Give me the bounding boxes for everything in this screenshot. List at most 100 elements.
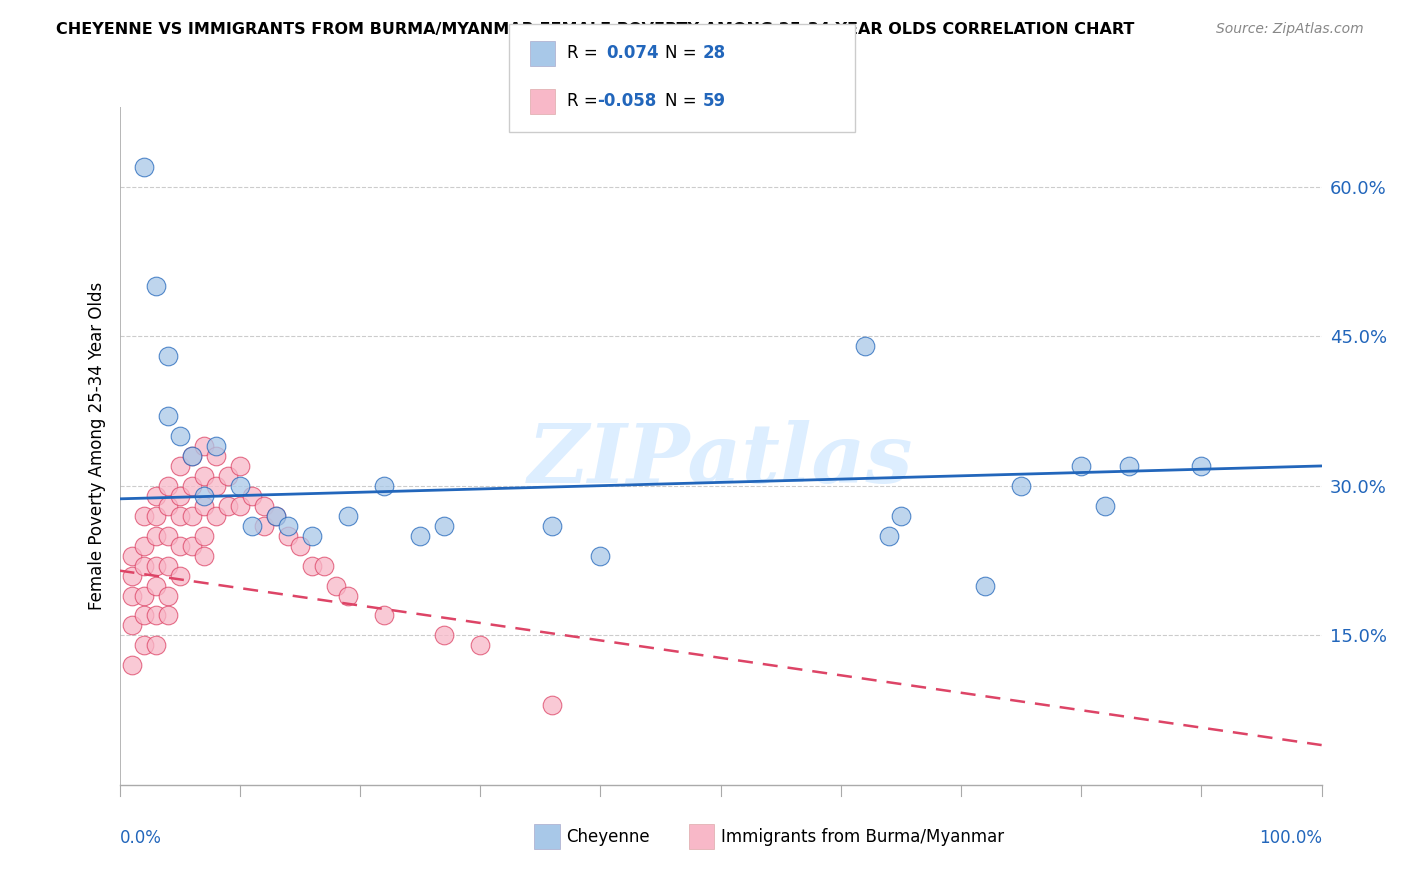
Point [132,160,155,174]
Point [180,449,202,463]
Point [264,508,287,523]
Point [132,608,155,623]
Point [1094,499,1116,513]
Point [301,558,323,573]
Point [169,539,191,553]
Point [145,508,167,523]
Point [877,529,900,543]
Point [433,518,456,533]
Point [180,449,202,463]
Point [541,518,564,533]
Point [145,608,167,623]
Point [180,539,202,553]
Point [145,558,167,573]
Y-axis label: Female Poverty Among 25-34 Year Olds: Female Poverty Among 25-34 Year Olds [87,282,105,610]
Text: Cheyenne: Cheyenne [567,828,650,846]
Point [193,489,215,503]
Point [180,479,202,493]
Point [277,518,299,533]
Point [541,698,564,713]
Point [1010,479,1032,493]
Point [204,449,226,463]
Point [409,529,432,543]
Point [204,508,226,523]
Text: N =: N = [665,45,696,62]
Point [433,628,456,642]
Point [169,429,191,443]
Text: 59: 59 [703,93,725,111]
Point [468,639,492,653]
Point [156,529,179,543]
Point [145,279,167,293]
Point [240,489,263,503]
Point [145,489,167,503]
Point [336,508,359,523]
Point [1189,458,1212,473]
Point [145,639,167,653]
Point [325,578,347,592]
Point [132,639,155,653]
Point [132,508,155,523]
Text: 0.074: 0.074 [606,45,658,62]
Point [373,479,395,493]
Point [228,499,252,513]
Point [204,479,226,493]
Point [156,558,179,573]
Point [264,508,287,523]
Point [253,518,276,533]
Text: R =: R = [567,93,598,111]
Point [336,589,359,603]
Point [217,499,239,513]
Point [1118,458,1140,473]
Point [853,339,876,353]
Point [169,458,191,473]
Point [193,439,215,453]
Point [169,568,191,582]
Text: 0.0%: 0.0% [120,829,162,847]
Point [156,589,179,603]
Point [145,578,167,592]
Point [156,479,179,493]
Point [156,499,179,513]
Point [156,409,179,423]
Point [193,499,215,513]
Point [193,529,215,543]
Point [217,469,239,483]
Point [288,539,311,553]
Point [373,608,395,623]
Point [180,508,202,523]
Point [193,549,215,563]
Point [121,589,143,603]
Point [253,499,276,513]
Text: Source: ZipAtlas.com: Source: ZipAtlas.com [1216,22,1364,37]
Text: CHEYENNE VS IMMIGRANTS FROM BURMA/MYANMAR FEMALE POVERTY AMONG 25-34 YEAR OLDS C: CHEYENNE VS IMMIGRANTS FROM BURMA/MYANMA… [56,22,1135,37]
Text: ZIPatlas: ZIPatlas [527,419,914,500]
Point [121,568,143,582]
Text: R =: R = [567,45,603,62]
Text: 28: 28 [703,45,725,62]
Point [169,489,191,503]
Point [169,508,191,523]
Point [132,539,155,553]
Text: N =: N = [665,93,696,111]
Text: -0.058: -0.058 [598,93,657,111]
Point [974,578,997,592]
Point [121,658,143,673]
Point [132,558,155,573]
Point [193,469,215,483]
Point [145,529,167,543]
Point [890,508,912,523]
Point [132,589,155,603]
Point [301,529,323,543]
Point [240,518,263,533]
Point [156,349,179,363]
Point [204,439,226,453]
Point [228,479,252,493]
Point [121,549,143,563]
Point [277,529,299,543]
Point [312,558,335,573]
Text: 100.0%: 100.0% [1258,829,1322,847]
Point [121,618,143,632]
Point [228,458,252,473]
Point [156,608,179,623]
